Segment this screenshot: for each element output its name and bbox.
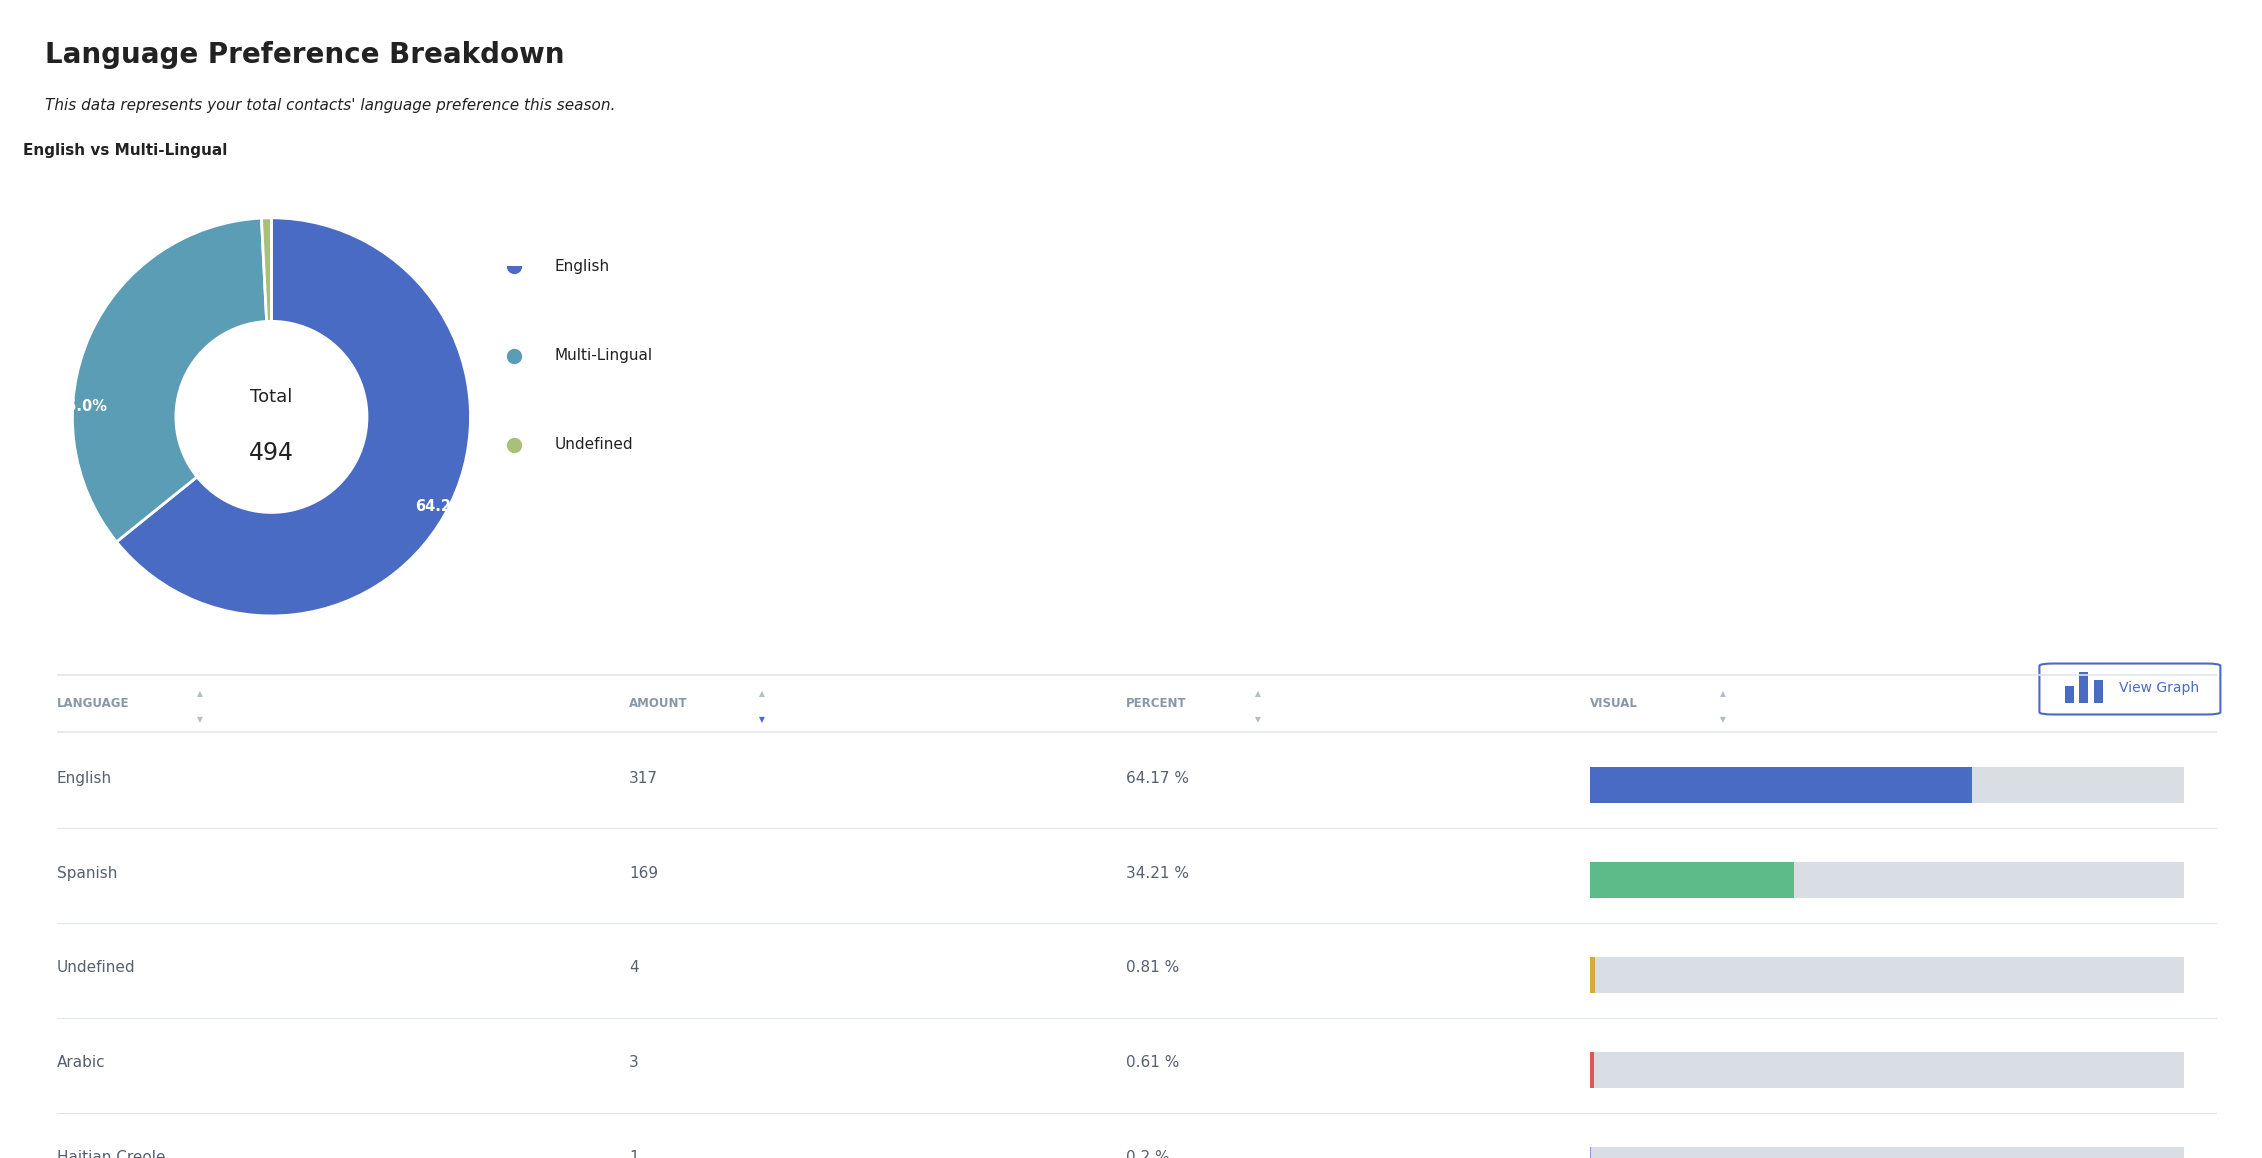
Bar (1590, 1051, 1595, 1089)
Wedge shape (72, 218, 267, 542)
Text: 4: 4 (629, 960, 638, 975)
Text: 317: 317 (629, 770, 658, 785)
Text: ▼: ▼ (197, 714, 204, 724)
Text: 34.21 %: 34.21 % (1126, 865, 1190, 880)
Text: 0.81 %: 0.81 % (1126, 960, 1179, 975)
Text: Multi-Lingual: Multi-Lingual (554, 349, 654, 362)
FancyBboxPatch shape (2095, 681, 2104, 704)
Text: English: English (57, 770, 111, 785)
Wedge shape (262, 218, 271, 322)
Text: English: English (554, 259, 611, 273)
Text: Arabic: Arabic (57, 1055, 104, 1070)
Text: 1: 1 (629, 1150, 638, 1158)
Text: 35.0%: 35.0% (57, 400, 109, 415)
Text: ▲: ▲ (1719, 689, 1726, 698)
Text: Undefined: Undefined (57, 960, 136, 975)
Text: 169: 169 (629, 865, 658, 880)
Text: 0.61 %: 0.61 % (1126, 1055, 1179, 1070)
Text: ▲: ▲ (758, 689, 765, 698)
Text: VISUAL: VISUAL (1590, 697, 1638, 710)
Text: ▼: ▼ (758, 714, 765, 724)
Text: AMOUNT: AMOUNT (629, 697, 688, 710)
Text: View Graph: View Graph (2119, 681, 2199, 695)
Text: Language Preference Breakdown: Language Preference Breakdown (45, 41, 566, 68)
Text: English vs Multi-Lingual: English vs Multi-Lingual (23, 144, 226, 157)
Text: 64.17 %: 64.17 % (1126, 770, 1190, 785)
Text: LANGUAGE: LANGUAGE (57, 697, 129, 710)
Text: Total: Total (251, 388, 292, 406)
Wedge shape (115, 218, 470, 616)
FancyBboxPatch shape (2079, 672, 2088, 704)
Text: ▼: ▼ (1719, 714, 1726, 724)
Text: Spanish: Spanish (57, 865, 118, 880)
Text: ▲: ▲ (1255, 689, 1262, 698)
Text: 0.2 %: 0.2 % (1126, 1150, 1169, 1158)
Bar (1590, 957, 1595, 994)
Bar (1590, 1051, 2185, 1089)
Bar (1590, 862, 2185, 899)
Text: ▲: ▲ (197, 689, 204, 698)
Text: Haitian Creole: Haitian Creole (57, 1150, 165, 1158)
Bar (1590, 1146, 2185, 1158)
Bar (1590, 957, 2185, 994)
Text: ▼: ▼ (1255, 714, 1262, 724)
FancyBboxPatch shape (2040, 664, 2221, 714)
Text: 3: 3 (629, 1055, 638, 1070)
Bar (1590, 767, 2185, 804)
Text: PERCENT: PERCENT (1126, 697, 1188, 710)
FancyBboxPatch shape (2065, 686, 2074, 704)
Text: 494: 494 (249, 441, 294, 464)
Text: 64.2%: 64.2% (414, 499, 466, 514)
Text: This data represents your total contacts' language preference this season.: This data represents your total contacts… (45, 98, 615, 113)
Bar (1590, 767, 1972, 804)
Text: Undefined: Undefined (554, 438, 633, 452)
Bar (1590, 862, 1794, 899)
